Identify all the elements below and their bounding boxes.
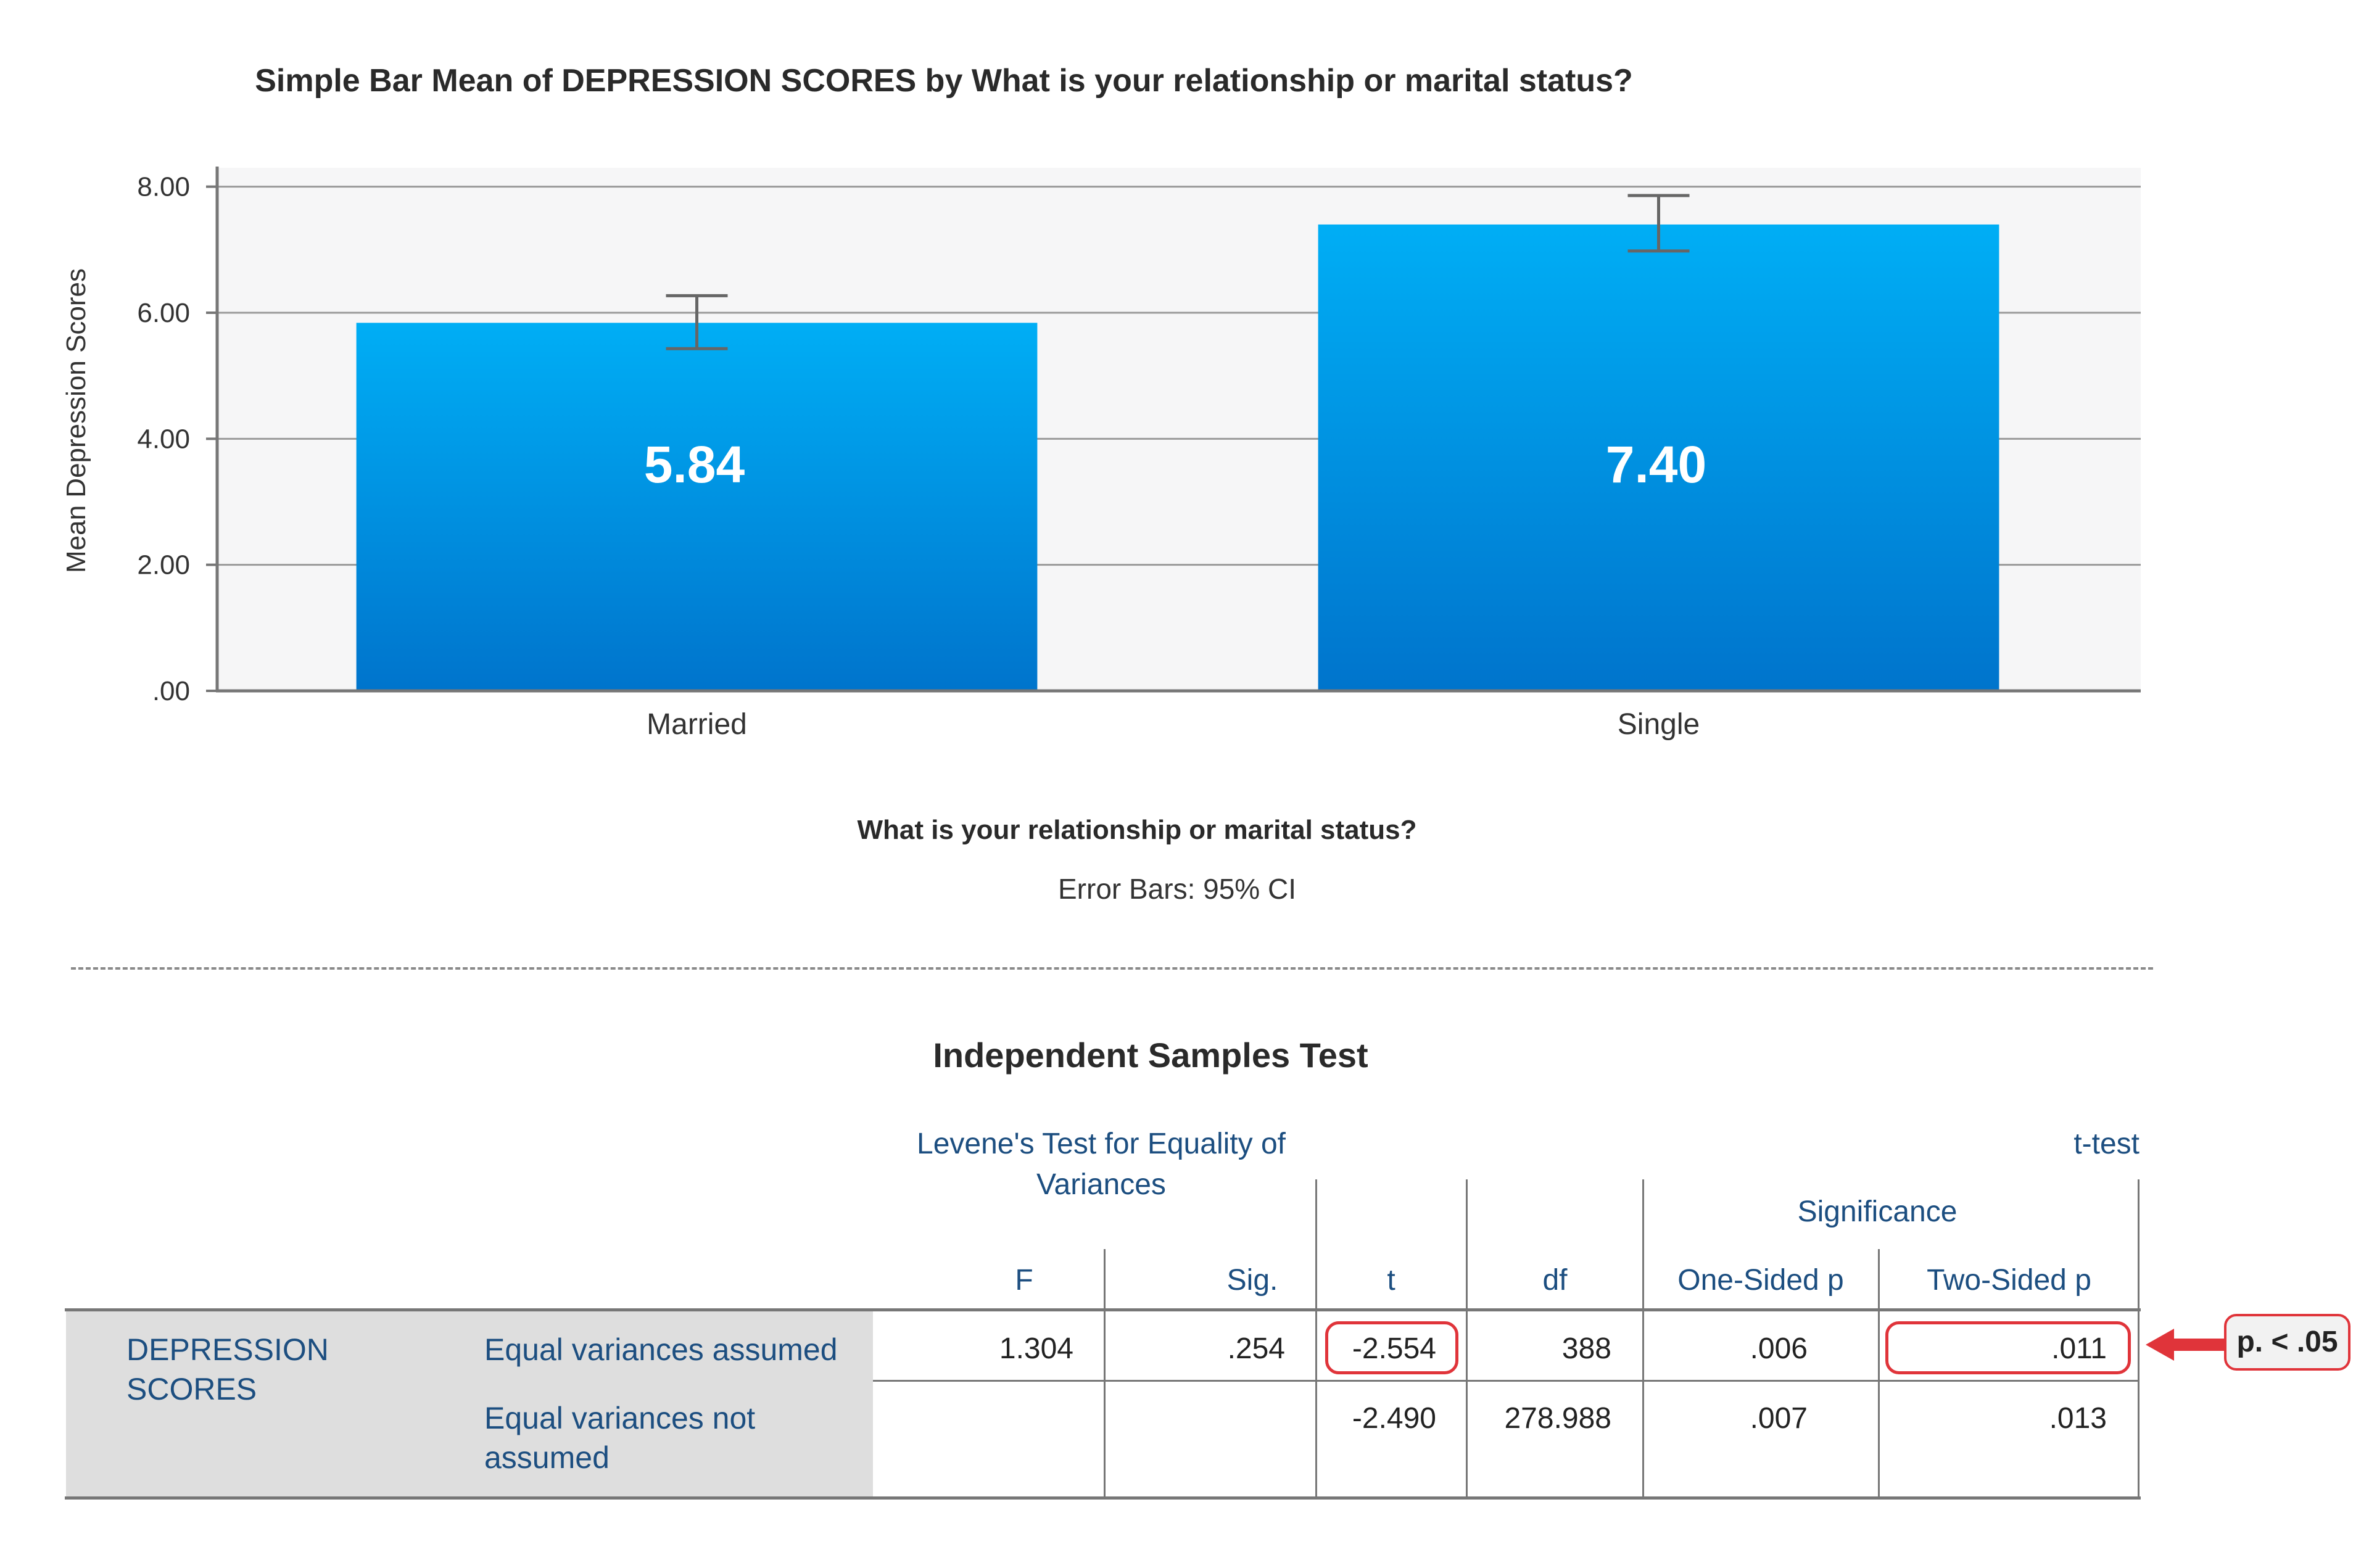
y-tick-label: 8.00: [137, 172, 190, 202]
x-tick-label: Married: [647, 708, 747, 741]
bars: [356, 224, 1999, 691]
t-value-highlight: [1325, 1321, 1458, 1374]
x-category-labels: Married Single: [647, 708, 1700, 741]
cell-one-sided-p: .006: [1750, 1332, 1808, 1365]
row-label-not-assumed: Equal variances not assumed: [484, 1401, 756, 1475]
body-sep-t-df: [1466, 1311, 1468, 1496]
row-label-background: [66, 1311, 873, 1496]
body-sep-sig-t: [1315, 1311, 1317, 1496]
y-tick-label: .00: [152, 676, 190, 706]
body-sep-right: [2138, 1311, 2140, 1496]
cell-sig: .254: [1227, 1332, 1285, 1365]
arrow-left-icon: [2146, 1329, 2226, 1361]
bar-value-label: 5.84: [644, 435, 745, 493]
y-tick-label: 4.00: [137, 424, 190, 454]
bar-single: [1318, 224, 1999, 691]
cell-df: 278.988: [1504, 1402, 1611, 1435]
x-axis-title: What is your relationship or marital sta…: [857, 815, 1416, 845]
cell-one-sided-p: .007: [1750, 1402, 1808, 1435]
cell-two-sided-p: .011: [2051, 1332, 2107, 1365]
body-sep-one-two: [1878, 1311, 1880, 1496]
col-header-one-sided: One-Sided p: [1677, 1264, 1844, 1297]
two-sided-p-highlight: [1885, 1321, 2131, 1374]
hdr-sep-t-df: [1466, 1179, 1468, 1310]
bar-value-labels: 5.84 7.40: [644, 435, 1707, 493]
cell-t: -2.490: [1352, 1402, 1436, 1435]
significance-callout: p. < .05: [2224, 1314, 2350, 1371]
significance-header: Significance: [1797, 1195, 1958, 1228]
body-sep-f-sig: [1104, 1311, 1106, 1496]
row-separator: [873, 1380, 2140, 1382]
error-bars: [666, 194, 1690, 350]
y-tick-label: 2.00: [137, 550, 190, 580]
bar-value-label: 7.40: [1606, 435, 1707, 493]
hdr-sep-one-two: [1878, 1249, 1880, 1310]
body-sep-df-one: [1642, 1311, 1644, 1496]
levene-header: Levene's Test for Equality of Variances: [917, 1128, 1286, 1201]
section-divider: [71, 967, 2153, 970]
col-header-f: F: [1015, 1264, 1033, 1297]
cell-f: 1.304: [999, 1332, 1073, 1365]
col-header-t: t: [1387, 1264, 1395, 1297]
error-bar-note: Error Bars: 95% CI: [1058, 873, 1296, 905]
ttest-header: t-test: [2073, 1128, 2140, 1160]
hdr-sep-f-sig: [1104, 1249, 1106, 1310]
table-bottom-rule: [65, 1496, 2141, 1500]
row-label-assumed: Equal variances assumed: [484, 1332, 838, 1367]
y-tick-labels: .00 2.00 4.00 6.00 8.00: [137, 172, 217, 706]
col-header-sig: Sig.: [1226, 1264, 1278, 1297]
group-label: DEPRESSION SCORES: [126, 1332, 329, 1406]
cell-t: -2.554: [1352, 1332, 1436, 1365]
x-tick-label: Single: [1618, 708, 1700, 741]
col-header-df: df: [1542, 1264, 1568, 1297]
cell-df: 388: [1561, 1332, 1611, 1365]
hdr-sep-right: [2138, 1179, 2140, 1310]
hdr-sep-df-one: [1642, 1179, 1644, 1310]
col-header-two-sided: Two-Sided p: [1927, 1264, 2091, 1297]
cell-two-sided-p: .013: [2049, 1402, 2107, 1435]
hdr-sep-sig-t: [1315, 1179, 1317, 1310]
table-title: Independent Samples Test: [933, 1036, 1368, 1075]
y-axis-title: Mean Depression Scores: [61, 268, 91, 573]
y-tick-label: 6.00: [137, 298, 190, 328]
table-top-rule: [65, 1308, 2141, 1311]
bar-married: [356, 323, 1038, 691]
bar-chart: Simple Bar Mean of DEPRESSION SCORES by …: [61, 63, 2141, 905]
chart-title: Simple Bar Mean of DEPRESSION SCORES by …: [255, 63, 1633, 99]
